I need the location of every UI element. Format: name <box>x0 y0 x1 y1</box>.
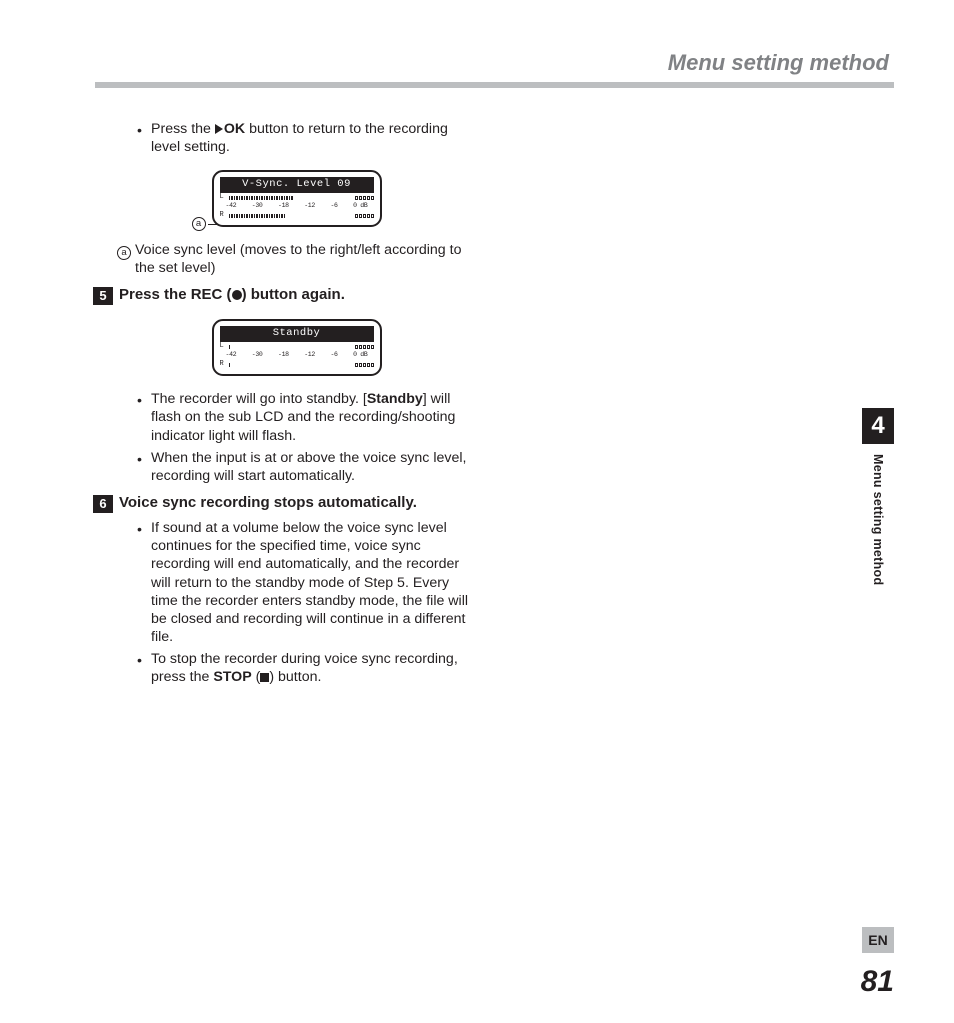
lcd-screenshot-2: Standby L -42-30-18-12-60 dB R <box>115 319 478 376</box>
main-content: • Press the OK button to return to the r… <box>115 120 478 687</box>
step-title: Voice sync recording stops automatically… <box>119 493 478 513</box>
lcd-title: Standby <box>220 326 374 341</box>
text: If sound at a volume below the voice syn… <box>151 519 478 646</box>
standby-label: Standby <box>367 391 423 407</box>
lcd-annotation-a: a <box>192 217 218 231</box>
step-6: 6 Voice sync recording stops automatical… <box>93 493 478 513</box>
channel-l: L <box>220 343 227 350</box>
text: When the input is at or above the voice … <box>151 449 478 485</box>
stop-label: STOP <box>213 669 251 685</box>
meter-l <box>227 196 355 200</box>
text: ) button. <box>269 669 321 685</box>
bullet-item: • If sound at a volume below the voice s… <box>137 519 478 646</box>
lcd-title: V-Sync. Level 09 <box>220 177 374 192</box>
annotation-a-marker-icon: a <box>192 217 206 231</box>
bullet-press-ok: • Press the OK button to return to the r… <box>137 120 478 156</box>
text: Press the <box>151 121 215 137</box>
bullet-item: • When the input is at or above the voic… <box>137 449 478 485</box>
step-5: 5 Press the REC ( ) button again. <box>93 285 478 305</box>
bullet-item: • The recorder will go into standby. [St… <box>137 390 478 445</box>
chapter-label: Menu setting method <box>871 454 885 585</box>
record-dot-icon <box>232 290 242 300</box>
play-triangle-icon <box>215 124 223 134</box>
header-rule <box>95 82 894 88</box>
lcd-scale: -42-30-18-12-60 dB <box>220 351 374 359</box>
step-number: 5 <box>93 287 113 305</box>
annotation-a-marker-icon: a <box>117 246 131 260</box>
text: ( <box>222 286 231 303</box>
side-chapter-tab: 4 Menu setting method <box>862 408 894 585</box>
header-title: Menu setting method <box>95 50 894 76</box>
ok-label: OK <box>224 121 245 137</box>
lcd-scale: -42-30-18-12-60 dB <box>220 202 374 210</box>
channel-l: L <box>220 194 227 201</box>
step-number: 6 <box>93 495 113 513</box>
annotation-a-text: a Voice sync level (moves to the right/l… <box>117 241 478 277</box>
text: ) button again. <box>242 286 345 303</box>
channel-r: R <box>220 361 227 368</box>
text: Voice sync level (moves to the right/lef… <box>135 241 478 277</box>
bullet-item: • To stop the recorder during voice sync… <box>137 650 478 686</box>
meter-r <box>227 214 355 218</box>
text: ( <box>252 669 261 685</box>
lcd-screenshot-1: a V-Sync. Level 09 L -42-30-18-12-60 dB … <box>115 170 478 227</box>
rec-label: REC <box>191 286 223 303</box>
channel-r: R <box>220 212 227 219</box>
language-tag: EN <box>862 927 894 953</box>
text: Press the <box>119 286 191 303</box>
chapter-number: 4 <box>862 408 894 444</box>
page-number: 81 <box>861 965 894 999</box>
text: The recorder will go into standby. [ <box>151 391 367 407</box>
meter-l <box>227 345 355 349</box>
meter-r <box>227 363 355 367</box>
stop-square-icon <box>260 673 269 682</box>
